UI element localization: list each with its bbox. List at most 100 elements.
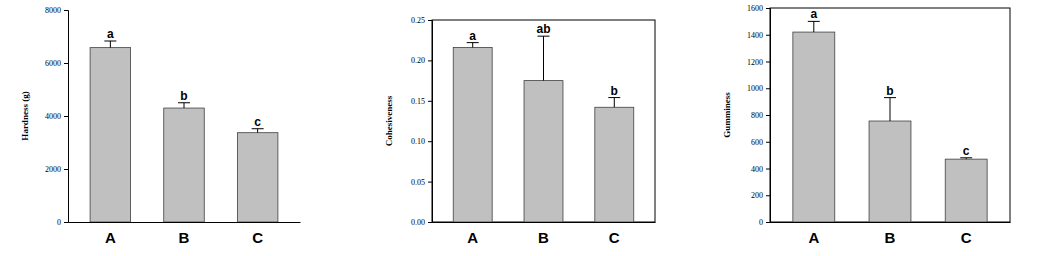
y-tick: 2000 [45,165,68,174]
y-tick-label: 0 [759,218,763,227]
error-bar [608,98,620,108]
y-tick-mark [428,182,432,183]
error-bar [104,41,116,48]
y-axis-title: Hardness (g) [20,91,30,140]
error-bar [538,36,550,80]
figure: abc02000400060008000ABCHardness (g)aabb0… [0,0,1053,256]
x-axis: A B C [771,222,1011,246]
y-tick-label: 2000 [45,165,61,174]
y-tick-label: 1600 [747,4,763,13]
error-bar [467,43,479,48]
x-axis: A B C [69,222,301,246]
x-tick: B [179,222,190,246]
y-tick-label: 0.20 [411,56,425,65]
x-tick: B [538,222,549,246]
x-tick: A [467,222,478,246]
y-tick-mark [766,142,770,143]
y-tick-mark [766,222,770,223]
y-tick: 6000 [45,59,68,68]
plot-frame [432,20,655,222]
x-tick-label: C [961,229,972,246]
annotation: c [254,115,261,129]
y-tick: 8000 [45,6,68,15]
x-tick-label: B [538,229,549,246]
plot-area [90,41,278,222]
plot-frame [770,8,1010,222]
y-tick-mark [428,222,432,223]
y-tick-label: 600 [751,138,763,147]
bar [90,48,131,222]
bar [793,32,835,222]
y-tick: 0 [57,218,68,227]
y-tick-mark [766,195,770,196]
y-axis-line [766,9,771,223]
x-tick: B [885,222,896,246]
y-tick: 400 [751,165,770,174]
y-tick-label: 0.05 [411,178,425,187]
y-tick-label: 0.15 [411,97,425,106]
error-bar [178,103,190,108]
error-bar [808,21,820,32]
y-axis-title: Gumminess [722,92,732,138]
y-tick: 0.15 [411,97,432,106]
y-tick: 4000 [45,112,68,121]
y-tick-mark [428,101,432,102]
error-bar-stem [813,21,814,32]
chart: abc02004006008001000120014001600ABCGummi… [722,4,1011,246]
x-axis-line [69,222,301,223]
y-tick: 1200 [747,58,770,67]
x-tick: C [961,222,972,246]
y-tick-mark [766,88,770,89]
error-bar-stem [110,41,111,48]
y-tick: 0 [759,218,770,227]
annotation: b [180,89,187,103]
y-tick-label: 400 [751,165,763,174]
bar [869,121,911,222]
bar [945,159,987,222]
error-bar-stem [257,129,258,133]
error-bar [960,158,972,159]
y-tick-label: 1000 [747,84,763,93]
y-axis-line [428,21,433,223]
y-tick: 0.20 [411,56,432,65]
x-tick: A [105,222,116,246]
bar [595,107,634,222]
y-tick-mark [766,35,770,36]
x-tick-label: C [252,229,263,246]
y-tick: 200 [751,191,770,200]
y-tick: 600 [751,138,770,147]
error-bar [884,98,896,121]
x-tick-label: A [105,229,116,246]
annotation: ab [536,22,550,36]
x-tick-label: B [885,229,896,246]
y-tick-label: 0.25 [411,16,425,25]
y-tick-mark [428,60,432,61]
x-tick-label: B [179,229,190,246]
y-tick-mark [64,10,68,11]
y-tick-mark [428,141,432,142]
y-axis: 02004006008001000120014001600 [747,4,771,227]
y-tick: 1000 [747,84,770,93]
y-tick: 0.00 [411,218,432,227]
chart: aabb0.000.050.100.150.200.25ABCCohesiven… [384,16,656,246]
annotation: a [469,29,476,43]
error-bar-stem [614,98,615,108]
y-tick-mark [766,115,770,116]
y-tick: 0.10 [411,137,432,146]
y-tick-mark [64,169,68,170]
y-axis-line [64,11,69,223]
y-tick: 0.25 [411,16,432,25]
bar [164,108,205,222]
error-bar-stem [890,98,891,121]
x-tick-label: A [467,229,478,246]
error-bar [252,129,264,133]
error-bar-stem [184,103,185,108]
y-tick-label: 0.00 [411,218,425,227]
y-tick-mark [766,8,770,9]
y-tick-mark [766,62,770,63]
y-tick-mark [428,20,432,21]
y-tick-label: 1400 [747,31,763,40]
x-tick: A [808,222,819,246]
y-axis: 0.00 0.05 0.10 0.15 0.20 0.25 [411,16,433,227]
y-tick-label: 0 [57,218,61,227]
